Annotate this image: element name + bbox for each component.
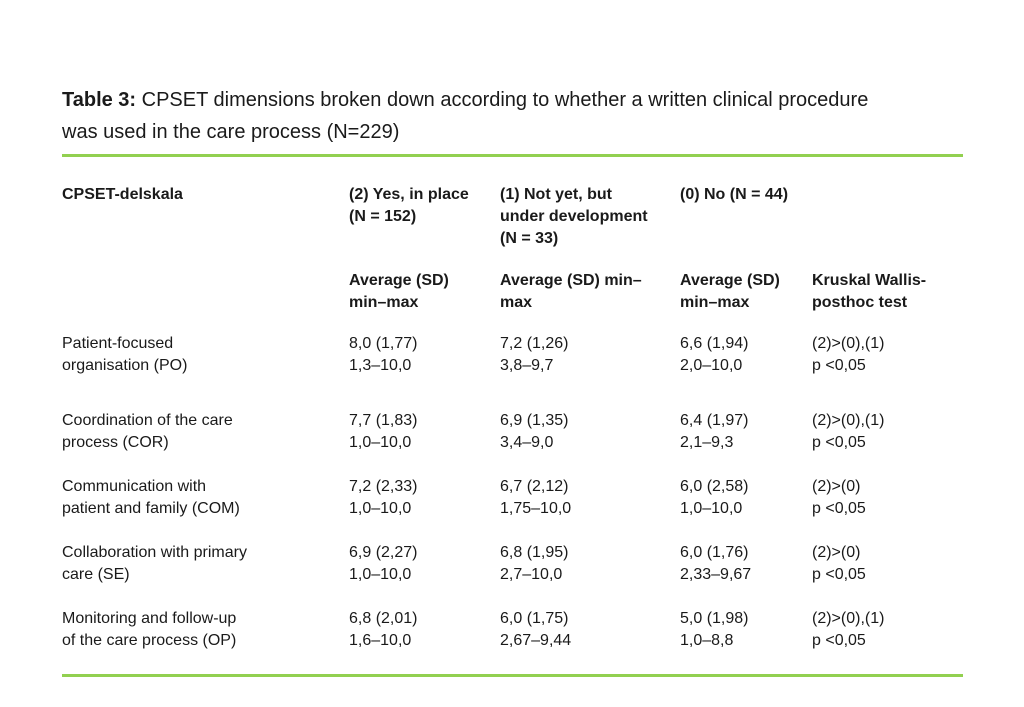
stat-header-avg-development: Average (SD) min– max bbox=[500, 272, 642, 311]
cell-value-no: 6,0 (1,76) 2,33–9,67 bbox=[680, 544, 752, 583]
cell-value-development: 7,2 (1,26) 3,8–9,7 bbox=[500, 335, 569, 374]
header-cell-yes-in-place: (2) Yes, in place (N = 152) bbox=[349, 186, 469, 225]
cell-value-development: 6,9 (1,35) 3,4–9,0 bbox=[500, 412, 569, 451]
cell-value-development: 6,0 (1,75) 2,67–9,44 bbox=[500, 610, 572, 649]
cell-posthoc-test: (2)>(0),(1) p <0,05 bbox=[812, 412, 885, 451]
cell-value-development: 6,7 (2,12) 1,75–10,0 bbox=[500, 478, 572, 517]
table-caption-label: Table 3: bbox=[62, 89, 137, 111]
table-caption: Table 3: CPSET dimensions broken down ac… bbox=[62, 52, 963, 148]
bottom-divider bbox=[62, 674, 963, 677]
cell-value-yes: 6,8 (2,01) 1,6–10,0 bbox=[349, 610, 418, 649]
header-cell-no: (0) No (N = 44) bbox=[680, 186, 789, 203]
table-row: Monitoring and follow-up of the care pro… bbox=[62, 608, 963, 652]
cell-value-no: 6,6 (1,94) 2,0–10,0 bbox=[680, 335, 749, 374]
cell-value-no: 6,0 (2,58) 1,0–10,0 bbox=[680, 478, 749, 517]
cell-posthoc-test: (2)>(0) p <0,05 bbox=[812, 544, 866, 583]
cell-dimension: Patient-focused organisation (PO) bbox=[62, 335, 188, 374]
table-row: Coordination of the care process (COR) 7… bbox=[62, 410, 963, 454]
cell-value-development: 6,8 (1,95) 2,7–10,0 bbox=[500, 544, 569, 583]
cell-posthoc-test: (2)>(0),(1) p <0,05 bbox=[812, 610, 885, 649]
cell-value-yes: 8,0 (1,77) 1,3–10,0 bbox=[349, 335, 418, 374]
table-content-area: Table 3: CPSET dimensions broken down ac… bbox=[62, 0, 963, 677]
cell-posthoc-test: (2)>(0) p <0,05 bbox=[812, 478, 866, 517]
table-row: Collaboration with primary care (SE) 6,9… bbox=[62, 542, 963, 586]
header-cell-under-development: (1) Not yet, but under development (N = … bbox=[500, 186, 648, 247]
header-cell-dimension: CPSET-delskala bbox=[62, 186, 183, 203]
data-table: CPSET-delskala (2) Yes, in place (N = 15… bbox=[62, 184, 963, 652]
stat-header-kruskal-wallis: Kruskal Wallis- posthoc test bbox=[812, 272, 927, 311]
cell-value-yes: 6,9 (2,27) 1,0–10,0 bbox=[349, 544, 418, 583]
stat-header-avg-no: Average (SD) min–max bbox=[680, 272, 780, 311]
cell-dimension: Monitoring and follow-up of the care pro… bbox=[62, 610, 237, 649]
table-caption-text: CPSET dimensions broken down according t… bbox=[62, 89, 869, 143]
cell-value-no: 5,0 (1,98) 1,0–8,8 bbox=[680, 610, 749, 649]
cell-value-yes: 7,2 (2,33) 1,0–10,0 bbox=[349, 478, 418, 517]
top-divider bbox=[62, 154, 963, 157]
cell-dimension: Coordination of the care process (COR) bbox=[62, 412, 233, 451]
table-stat-header-row: Average (SD) min–max Average (SD) min– m… bbox=[62, 270, 963, 314]
cell-dimension: Collaboration with primary care (SE) bbox=[62, 544, 247, 583]
cell-posthoc-test: (2)>(0),(1) p <0,05 bbox=[812, 335, 885, 374]
cell-dimension: Communication with patient and family (C… bbox=[62, 478, 240, 517]
table-row: Communication with patient and family (C… bbox=[62, 476, 963, 520]
table-group-header-row: CPSET-delskala (2) Yes, in place (N = 15… bbox=[62, 184, 963, 250]
table-row: Patient-focused organisation (PO) 8,0 (1… bbox=[62, 333, 963, 377]
cell-value-no: 6,4 (1,97) 2,1–9,3 bbox=[680, 412, 749, 451]
cell-value-yes: 7,7 (1,83) 1,0–10,0 bbox=[349, 412, 418, 451]
stat-header-avg-yes: Average (SD) min–max bbox=[349, 272, 449, 311]
